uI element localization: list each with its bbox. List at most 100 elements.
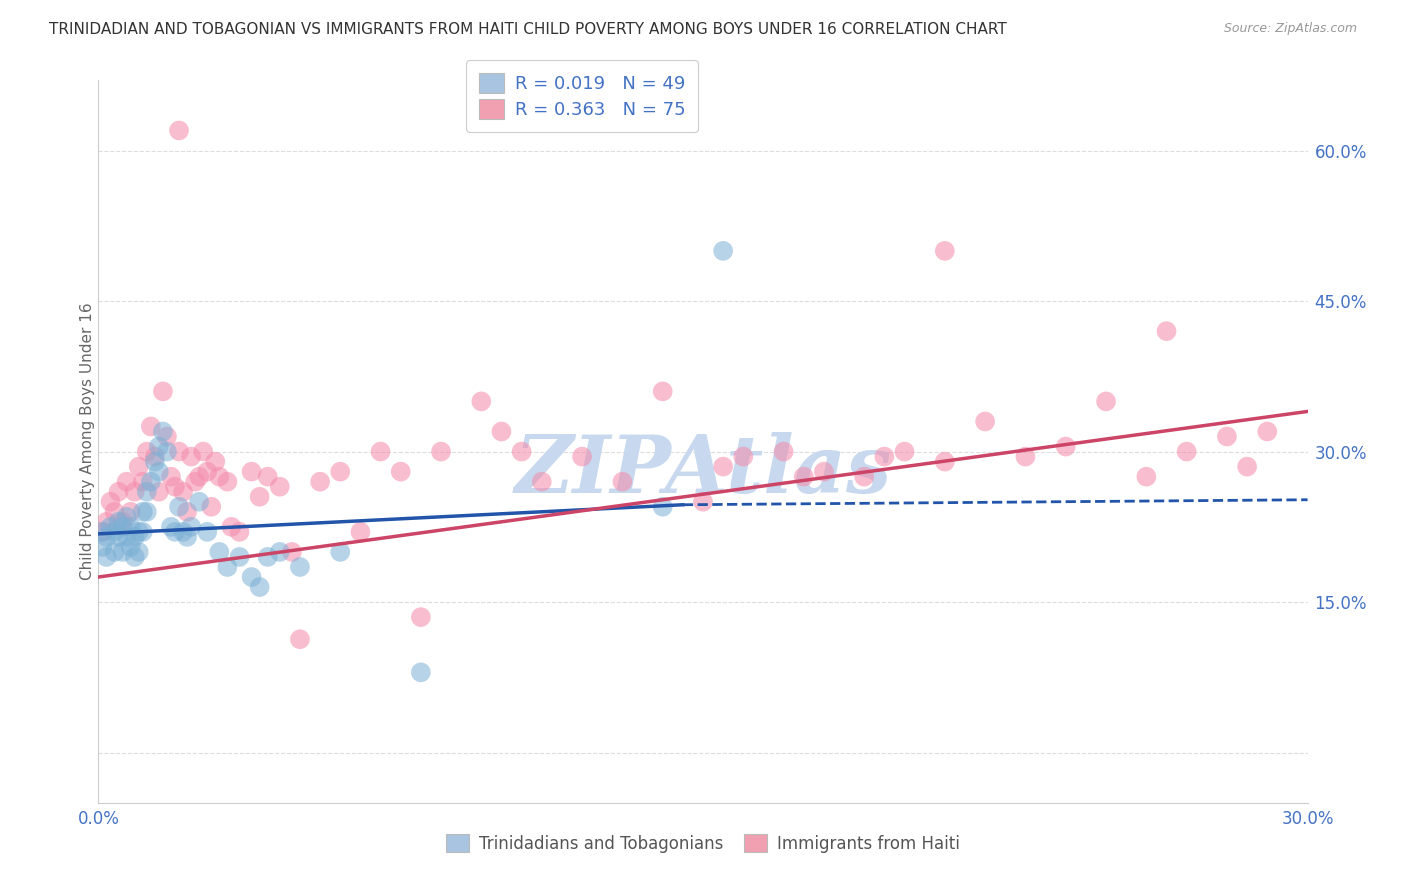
Point [195,465,218,479]
Point [370,444,392,458]
Point [491,425,513,439]
Point [1014,450,1036,464]
Point [135,484,157,499]
Point [103,545,125,559]
Point [571,450,593,464]
Point [124,530,146,544]
Point [143,450,166,464]
Legend: Trinidadians and Tobagonians, Immigrants from Haiti: Trinidadians and Tobagonians, Immigrants… [440,828,967,860]
Point [217,475,239,489]
Point [974,414,997,429]
Point [349,524,371,539]
Point [188,494,211,508]
Point [217,560,239,574]
Point [409,665,432,680]
Text: TRINIDADIAN AND TOBAGONIAN VS IMMIGRANTS FROM HAITI CHILD POVERTY AMONG BOYS UND: TRINIDADIAN AND TOBAGONIAN VS IMMIGRANTS… [49,22,1007,37]
Point [96,515,118,529]
Point [530,475,553,489]
Point [240,570,263,584]
Point [893,444,915,458]
Point [692,494,714,508]
Point [103,524,125,539]
Point [470,394,492,409]
Point [193,444,215,458]
Point [124,484,146,499]
Text: ZIPAtlas: ZIPAtlas [515,432,891,509]
Point [176,505,198,519]
Point [711,244,734,258]
Point [135,444,157,458]
Point [772,444,794,458]
Point [143,455,166,469]
Point [1175,444,1198,458]
Point [430,444,453,458]
Point [128,524,150,539]
Point [309,475,332,489]
Point [111,515,134,529]
Point [180,450,202,464]
Point [329,465,352,479]
Point [124,549,146,564]
Point [115,530,138,544]
Point [180,520,202,534]
Point [107,530,129,544]
Point [100,520,122,534]
Point [163,524,186,539]
Point [156,429,179,443]
Point [228,549,250,564]
Point [120,540,142,554]
Point [152,425,174,439]
Point [96,549,118,564]
Point [249,490,271,504]
Point [200,500,222,514]
Point [228,524,250,539]
Point [132,475,155,489]
Point [148,465,170,479]
Point [793,469,815,483]
Point [873,450,896,464]
Point [172,524,194,539]
Point [115,509,138,524]
Point [389,465,412,479]
Point [1135,469,1157,483]
Point [91,524,114,539]
Point [156,444,179,458]
Point [176,530,198,544]
Point [120,505,142,519]
Point [167,500,190,514]
Point [281,545,304,559]
Point [135,505,157,519]
Point [160,469,183,483]
Text: Source: ZipAtlas.com: Source: ZipAtlas.com [1223,22,1357,36]
Point [329,545,352,559]
Point [221,520,243,534]
Point [91,540,114,554]
Point [240,465,263,479]
Point [256,549,278,564]
Point [184,475,207,489]
Point [115,475,138,489]
Y-axis label: Child Poverty Among Boys Under 16: Child Poverty Among Boys Under 16 [80,302,94,581]
Point [934,455,956,469]
Point [269,545,291,559]
Point [132,524,155,539]
Point [1256,425,1278,439]
Point [1054,440,1077,454]
Point [100,494,122,508]
Point [111,520,134,534]
Point [288,632,311,647]
Point [288,560,311,574]
Point [612,475,634,489]
Point [188,469,211,483]
Point [163,480,186,494]
Point [249,580,271,594]
Point [711,459,734,474]
Point [208,545,231,559]
Point [813,465,835,479]
Point [204,455,226,469]
Point [120,520,142,534]
Point [139,475,162,489]
Point [208,469,231,483]
Point [256,469,278,483]
Point [853,469,876,483]
